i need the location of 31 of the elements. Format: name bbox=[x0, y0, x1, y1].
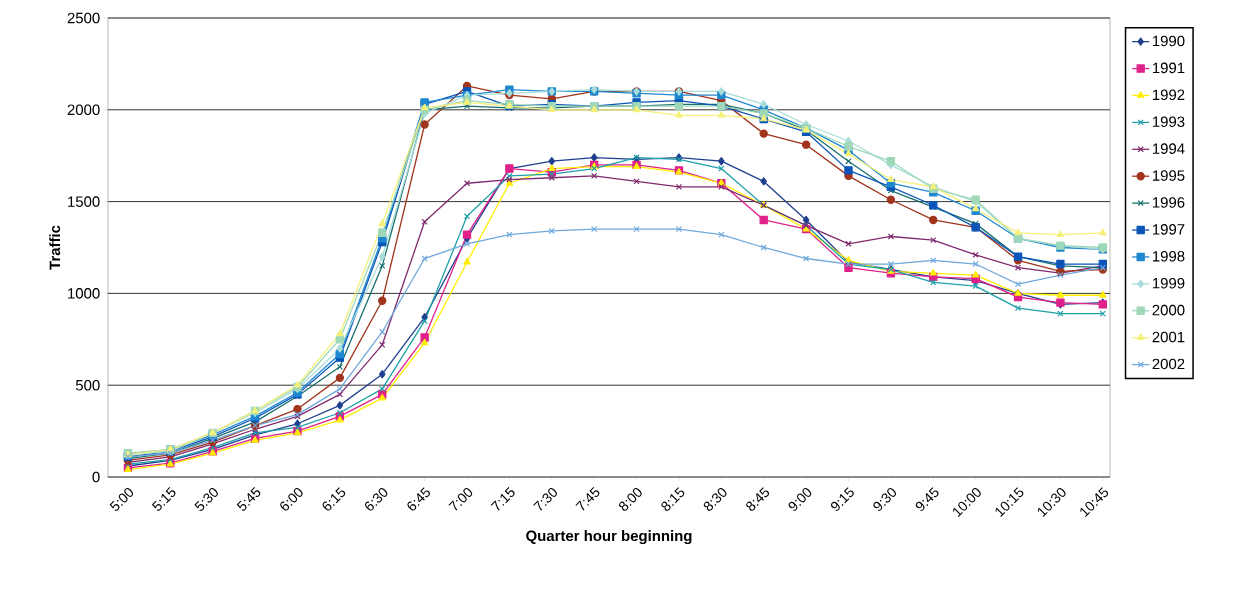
x-tick-label: 8:00 bbox=[619, 488, 642, 511]
y-tick-label: 2000 bbox=[67, 104, 100, 116]
x-tick-label: 9:00 bbox=[788, 488, 812, 511]
y-tick-label: 1500 bbox=[68, 196, 100, 207]
legend-label: 1991 bbox=[1152, 62, 1185, 74]
legend-label: 1999 bbox=[1152, 277, 1185, 289]
legend-label: 1995 bbox=[1152, 170, 1185, 181]
y-tick-label: 500 bbox=[75, 379, 100, 391]
y-axis-title: Traffic bbox=[49, 225, 61, 270]
legend-label: 1996 bbox=[1152, 197, 1185, 208]
legend-label: 2000 bbox=[1152, 304, 1185, 316]
x-tick-label: 9:30 bbox=[873, 488, 897, 511]
legend-label: 1993 bbox=[1152, 116, 1185, 127]
legend-label: 2001 bbox=[1152, 331, 1185, 343]
legend-label: 1992 bbox=[1152, 89, 1185, 101]
legend-label: 1994 bbox=[1152, 143, 1185, 154]
x-tick-label: 5:30 bbox=[194, 488, 218, 511]
x-tick-label: 7:00 bbox=[448, 488, 473, 511]
x-tick-label: 5:00 bbox=[109, 488, 134, 511]
legend-label: 1997 bbox=[1152, 224, 1185, 235]
x-axis-title: Quarter hour beginning bbox=[526, 530, 692, 545]
x-tick-label: 8:30 bbox=[703, 488, 727, 511]
legend-label: 1998 bbox=[1152, 250, 1185, 262]
y-tick-label: 2500 bbox=[67, 12, 100, 24]
x-tick-label: 6:30 bbox=[365, 488, 388, 511]
y-tick-label: 1000 bbox=[68, 288, 100, 299]
legend-label: 1990 bbox=[1152, 35, 1185, 47]
x-tick-label: 7:30 bbox=[533, 488, 557, 511]
legend-label: 2002 bbox=[1152, 358, 1185, 370]
y-tick-label: 0 bbox=[92, 471, 100, 483]
x-tick-label: 6:00 bbox=[280, 488, 303, 511]
